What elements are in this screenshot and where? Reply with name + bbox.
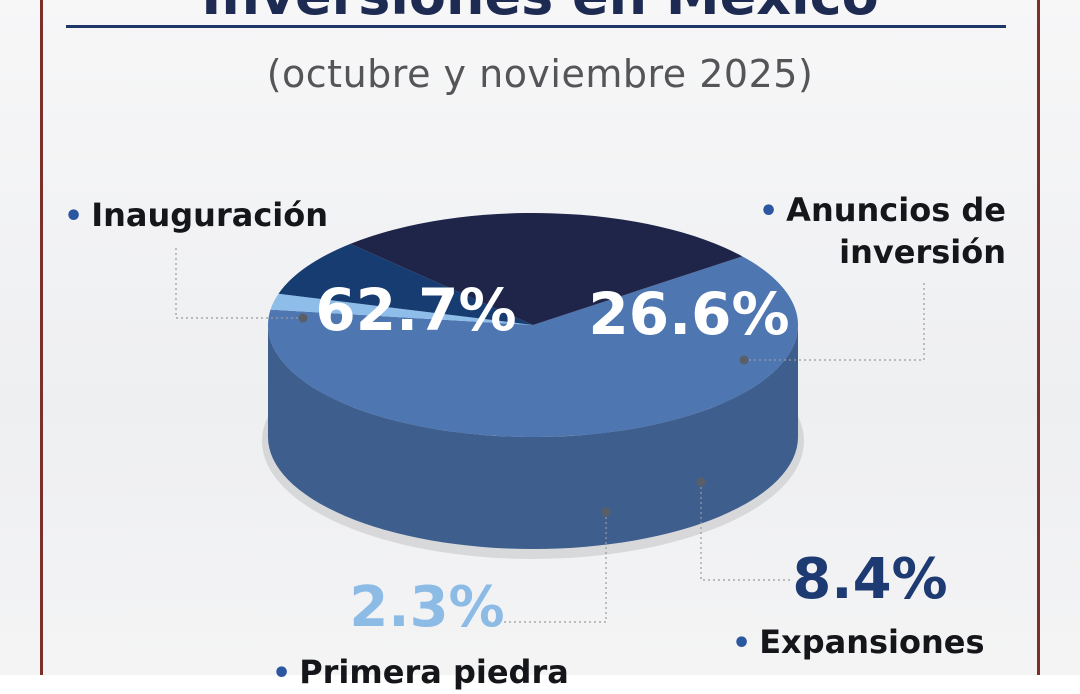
- bullet-icon: •: [732, 626, 751, 661]
- label-anuncios-line2: inversión: [740, 232, 1006, 272]
- leader-dot-1: [740, 356, 749, 365]
- leader-dot-2: [697, 478, 706, 487]
- bullet-icon: •: [759, 194, 778, 229]
- bullet-icon: •: [64, 199, 83, 234]
- leader-dot-0: [299, 314, 308, 323]
- data-label-1: 2.3%: [349, 575, 504, 640]
- label-primera-piedra: • Primera piedra: [272, 652, 569, 694]
- label-expansiones-text: Expansiones: [759, 623, 984, 661]
- bullet-icon: •: [272, 656, 291, 691]
- label-inauguracion-text: Inauguración: [91, 196, 328, 234]
- label-expansiones: • Expansiones: [732, 622, 985, 664]
- label-anuncios: • Anuncios de inversión: [740, 190, 1006, 272]
- data-label-2: 8.4%: [792, 547, 947, 612]
- label-anuncios-line1: Anuncios de: [786, 191, 1006, 229]
- leader-dot-3: [602, 508, 611, 517]
- label-inauguracion: • Inauguración: [64, 195, 328, 237]
- data-label-3: 26.6%: [588, 280, 789, 348]
- label-primera-piedra-text: Primera piedra: [299, 653, 569, 691]
- data-label-0: 62.7%: [315, 276, 516, 344]
- pie-chart: 62.7% 2.3% 8.4% 26.6%: [0, 0, 1080, 675]
